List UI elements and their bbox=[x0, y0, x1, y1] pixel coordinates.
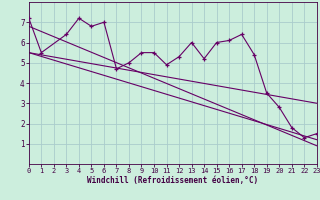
X-axis label: Windchill (Refroidissement éolien,°C): Windchill (Refroidissement éolien,°C) bbox=[87, 176, 258, 185]
